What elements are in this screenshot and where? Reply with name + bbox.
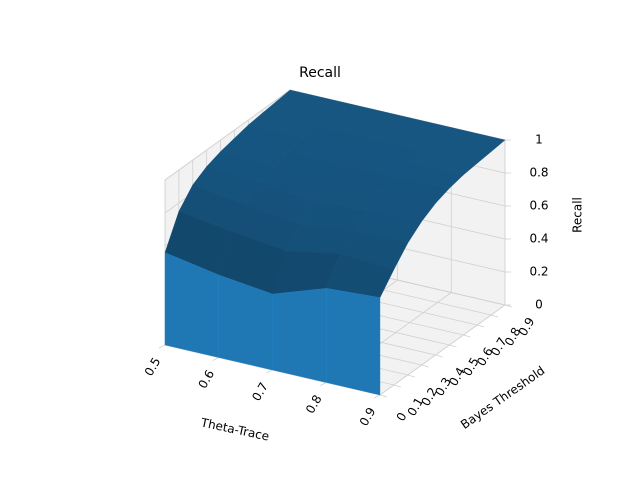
- z-tick-label: 0.8: [529, 166, 548, 180]
- y-tick: [463, 334, 471, 338]
- surface-front-face: [326, 288, 381, 396]
- surface-front-face: [272, 288, 327, 383]
- z-tick-label: 0.6: [529, 199, 548, 213]
- y-tick: [477, 324, 485, 328]
- grid-line: [164, 89, 291, 181]
- z-axis-label: Recall: [571, 197, 585, 233]
- x-axis-label: Theta-Trace: [199, 415, 271, 443]
- x-tick: [373, 394, 381, 399]
- x-tick-label: 0.6: [195, 367, 217, 391]
- y-tick: [421, 364, 429, 368]
- x-tick-label: 0.7: [249, 380, 271, 404]
- x-tick: [212, 357, 219, 361]
- grid-line: [379, 304, 506, 396]
- y-tick: [435, 354, 443, 358]
- y-tick: [393, 384, 401, 388]
- z-tick-label: 1: [535, 133, 543, 147]
- z-tick-label: 0.2: [529, 265, 548, 279]
- z-tick-label: 0: [535, 298, 543, 312]
- x-tick-label: 0.8: [303, 392, 325, 416]
- z-tick-label: 0.4: [529, 232, 548, 246]
- x-tick-label: 0.9: [357, 405, 379, 429]
- y-tick: [379, 394, 388, 398]
- x-tick: [266, 369, 273, 374]
- x-tick: [320, 382, 327, 386]
- chart-title: Recall: [299, 65, 341, 81]
- y-tick: [491, 314, 499, 318]
- x-tick-label: 0.5: [142, 355, 164, 379]
- y-tick: [407, 374, 415, 378]
- y-tick: [449, 344, 457, 348]
- x-tick: [158, 344, 166, 349]
